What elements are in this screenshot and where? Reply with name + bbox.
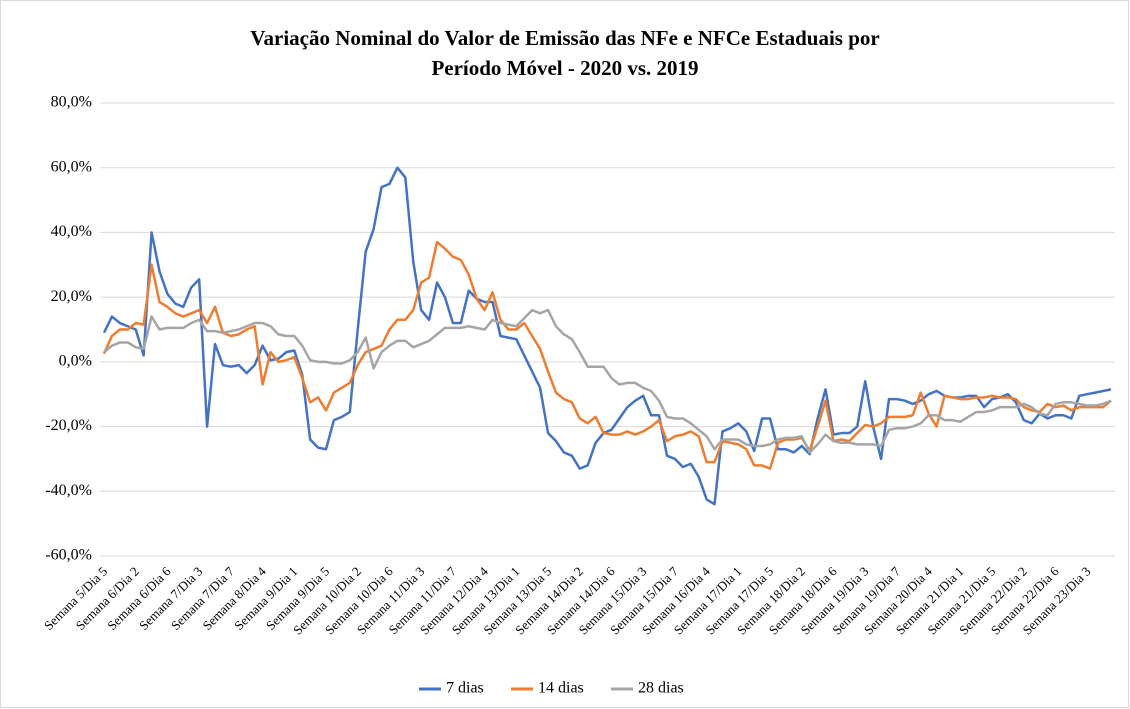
y-tick-label: -20,0% [45, 417, 92, 434]
y-tick-label: 40,0% [51, 223, 92, 240]
y-tick-label: -40,0% [45, 482, 92, 499]
chart-title: Período Móvel - 2020 vs. 2019 [431, 56, 698, 80]
y-tick-label: 80,0% [51, 94, 92, 111]
y-tick-label: 20,0% [51, 288, 92, 305]
chart-title: Variação Nominal do Valor de Emissão das… [250, 26, 879, 50]
legend-label: 28 dias [638, 680, 684, 697]
y-tick-label: 0,0% [59, 353, 92, 370]
legend-label: 14 dias [538, 680, 584, 697]
series-line [102, 166, 1112, 506]
y-tick-label: -60,0% [45, 547, 92, 564]
legend-label: 7 dias [446, 680, 484, 697]
series-line [103, 308, 1112, 454]
y-tick-label: 60,0% [51, 158, 92, 175]
series-line [102, 240, 1112, 470]
